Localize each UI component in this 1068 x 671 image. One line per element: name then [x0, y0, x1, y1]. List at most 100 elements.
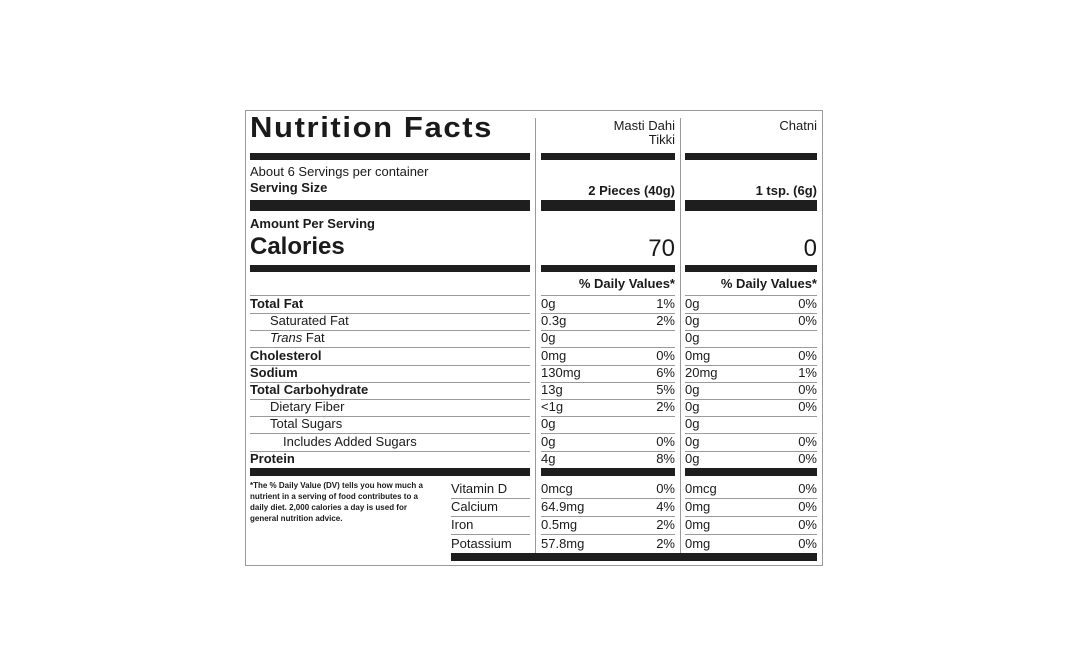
divider	[685, 313, 817, 314]
column-header: Chatni	[779, 118, 817, 133]
bar	[250, 265, 530, 272]
dv-header: % Daily Values*	[720, 276, 817, 291]
divider	[685, 295, 817, 296]
divider	[541, 313, 675, 314]
amount: 0g	[685, 433, 700, 449]
divider	[685, 416, 817, 418]
divider	[451, 498, 530, 499]
title: Nutrition Facts	[250, 112, 494, 144]
nutrient-name: Saturated Fat	[270, 314, 349, 328]
mineral-name: Vitamin D	[451, 481, 508, 496]
nutrient-name-text: Saturated Fat	[270, 313, 349, 329]
divider	[250, 364, 530, 366]
footnote: *The % Daily Value (DV) tells you how mu…	[250, 481, 423, 523]
daily-value: 8%	[656, 450, 675, 466]
divider	[541, 381, 675, 383]
serving-size-label: Serving Size	[250, 180, 328, 195]
divider	[685, 433, 817, 435]
bar	[451, 553, 817, 561]
amount: 0mg	[685, 347, 711, 363]
divider	[451, 534, 530, 535]
divider	[685, 498, 817, 499]
amount: 57.8mg	[541, 536, 585, 551]
calories: 70	[648, 235, 675, 262]
bar	[685, 153, 817, 160]
divider	[685, 399, 817, 400]
mineral-name: Calcium	[451, 499, 498, 514]
amount: 0g	[541, 330, 556, 346]
daily-value: 2%	[656, 536, 675, 551]
divider	[250, 313, 530, 314]
divider	[685, 364, 817, 366]
nutrient-name: Cholesterol	[250, 348, 322, 363]
divider	[250, 416, 530, 418]
daily-value: 4%	[656, 499, 675, 514]
bar	[250, 468, 530, 476]
amount: <1g	[541, 399, 564, 415]
divider	[250, 295, 530, 296]
divider	[685, 330, 817, 332]
nutrient-name: Protein	[250, 450, 295, 466]
amount: 0.5mg	[541, 517, 578, 532]
serving-size: 1 tsp. (6g)	[755, 183, 817, 198]
amount: 20mg	[685, 364, 718, 380]
nutrient-name-text: Protein	[250, 450, 295, 466]
nutrient-name: Total Fat	[250, 296, 303, 311]
calories: 0	[803, 235, 817, 262]
daily-value: 5%	[656, 382, 675, 397]
daily-value: 0%	[798, 481, 817, 496]
column-divider	[535, 118, 536, 558]
column-header: Masti Dahi Tikki	[613, 118, 675, 148]
amount: 13g	[541, 382, 563, 397]
bar	[685, 265, 817, 272]
mineral-name: Iron	[451, 517, 474, 532]
amount: 0.3g	[541, 313, 567, 329]
daily-value: 0%	[798, 517, 817, 532]
nutrient-name-text: Includes Added Sugars	[283, 433, 417, 449]
nutrient-name: Sodium	[250, 365, 298, 380]
amount: 0g	[685, 330, 700, 346]
divider	[685, 347, 817, 349]
divider	[541, 516, 675, 517]
daily-value: 0%	[798, 347, 817, 363]
divider	[250, 330, 530, 332]
bar	[541, 153, 675, 160]
nutrient-name-italic: Trans	[270, 330, 303, 346]
daily-value: 2%	[656, 399, 675, 415]
serving-size: 2 Pieces (40g)	[588, 183, 675, 198]
amount: 0g	[685, 399, 700, 415]
daily-value: 0%	[798, 499, 817, 514]
nutrient-name: Dietary Fiber	[270, 400, 344, 414]
daily-value: 0%	[798, 536, 817, 551]
bar	[541, 468, 675, 476]
amount: 0g	[541, 296, 556, 311]
nutrient-name-text: Dietary Fiber	[270, 399, 345, 415]
bar	[685, 468, 817, 476]
divider	[250, 399, 530, 400]
divider	[541, 498, 675, 499]
divider	[541, 347, 675, 349]
amount: 0mcg	[541, 481, 573, 496]
dv-header: % Daily Values*	[578, 276, 675, 291]
divider	[451, 516, 530, 517]
column-divider	[680, 118, 681, 558]
amount: 0mg	[685, 499, 711, 514]
daily-value: 6%	[656, 364, 675, 380]
divider	[541, 450, 675, 452]
divider	[685, 381, 817, 383]
divider	[685, 534, 817, 535]
amount: 0g	[685, 313, 700, 329]
bar	[541, 200, 675, 211]
amount: 4g	[541, 450, 556, 466]
amount: 64.9mg	[541, 499, 585, 514]
amount: 0mg	[685, 517, 711, 532]
mineral-name: Potassium	[451, 536, 512, 551]
amount-per-serving: Amount Per Serving	[250, 216, 375, 231]
daily-value: 0%	[798, 313, 817, 329]
daily-value: 2%	[656, 313, 675, 329]
daily-value: 0%	[798, 296, 817, 311]
divider	[250, 450, 530, 452]
divider	[541, 364, 675, 366]
daily-value: 0%	[656, 347, 675, 363]
